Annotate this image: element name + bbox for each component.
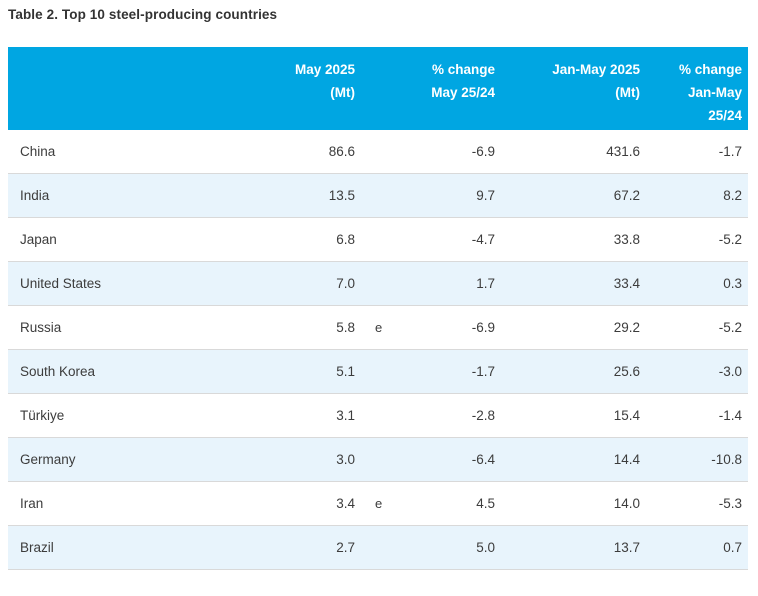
pct-change-jan-may-cell: 8.2	[723, 188, 742, 203]
table-row: India 13.5 9.7 67.2 8.2	[8, 174, 748, 218]
jan-may-2025-value-cell: 431.6	[606, 144, 640, 159]
col-header-pct-change-may: % change May 25/24	[431, 62, 495, 100]
table-row: Germany 3.0 -6.4 14.4 -10.8	[8, 438, 748, 482]
jan-may-2025-value-cell: 13.7	[613, 540, 640, 555]
pct-change-jan-may-cell: -10.8	[711, 452, 742, 467]
pct-change-may-cell: -6.9	[471, 144, 495, 159]
may-2025-value-cell: 86.6	[328, 144, 355, 159]
jan-may-2025-value-cell: 15.4	[613, 408, 640, 423]
pct-change-may-cell: 5.0	[476, 540, 495, 555]
pct-change-may-cell: -2.8	[471, 408, 495, 423]
pct-change-jan-may-cell: -3.0	[718, 364, 742, 379]
col-header-estimate-spacer	[355, 58, 395, 130]
country-cell: South Korea	[20, 364, 96, 379]
jan-may-2025-value-cell: 29.2	[613, 320, 640, 335]
may-2025-value-cell: 3.0	[336, 452, 355, 467]
table-row: United States 7.0 1.7 33.4 0.3	[8, 262, 748, 306]
jan-may-2025-value-cell: 14.4	[613, 452, 640, 467]
country-cell: India	[20, 188, 50, 203]
table-row: Japan 6.8 -4.7 33.8 -5.2	[8, 218, 748, 262]
pct-change-jan-may-cell: -1.4	[718, 408, 742, 423]
pct-change-jan-may-cell: -5.2	[718, 232, 742, 247]
may-2025-value-cell: 13.5	[328, 188, 355, 203]
jan-may-2025-value-cell: 25.6	[613, 364, 640, 379]
country-cell: Japan	[20, 232, 57, 247]
col-header-jan-may-2025: Jan-May 2025 (Mt)	[552, 62, 640, 100]
pct-change-may-cell: 4.5	[476, 496, 495, 511]
may-2025-value-cell: 7.0	[336, 276, 355, 291]
pct-change-may-cell: -1.7	[471, 364, 495, 379]
pct-change-jan-may-cell: 0.7	[723, 540, 742, 555]
pct-change-may-cell: -6.9	[471, 320, 495, 335]
may-2025-value-cell: 6.8	[336, 232, 355, 247]
country-cell: United States	[20, 276, 102, 291]
col-header-may-2025: May 2025 (Mt)	[294, 62, 355, 100]
pct-change-may-cell: 1.7	[476, 276, 495, 291]
table-row: Türkiye 3.1 -2.8 15.4 -1.4	[8, 394, 748, 438]
table-header-row: May 2025 (Mt) % change May 25/24 Jan-May…	[8, 47, 748, 130]
may-2025-value-cell: 2.7	[336, 540, 355, 555]
country-cell: Iran	[20, 496, 44, 511]
table-row: South Korea 5.1 -1.7 25.6 -3.0	[8, 350, 748, 394]
col-header-country	[8, 58, 248, 130]
table-row: Iran 3.4 e 4.5 14.0 -5.3	[8, 482, 748, 526]
table-body: China 86.6 -6.9 431.6 -1.7 India 13.5 9.…	[8, 130, 748, 570]
estimate-marker: e	[375, 320, 383, 335]
pct-change-jan-may-cell: 0.3	[723, 276, 742, 291]
country-cell: Russia	[20, 320, 62, 335]
table-row: Brazil 2.7 5.0 13.7 0.7	[8, 526, 748, 570]
pct-change-jan-may-cell: -5.3	[718, 496, 742, 511]
col-header-pct-change-jan-may: % change Jan-May 25/24	[678, 62, 742, 123]
country-cell: China	[20, 144, 56, 159]
pct-change-may-cell: -4.7	[471, 232, 495, 247]
jan-may-2025-value-cell: 14.0	[613, 496, 640, 511]
country-cell: Brazil	[20, 540, 54, 555]
steel-production-table: May 2025 (Mt) % change May 25/24 Jan-May…	[8, 47, 748, 570]
may-2025-value-cell: 3.4	[336, 496, 355, 511]
pct-change-may-cell: -6.4	[471, 452, 495, 467]
pct-change-jan-may-cell: -5.2	[718, 320, 742, 335]
pct-change-may-cell: 9.7	[476, 188, 495, 203]
pct-change-jan-may-cell: -1.7	[718, 144, 742, 159]
table-row: Russia 5.8 e -6.9 29.2 -5.2	[8, 306, 748, 350]
may-2025-value-cell: 3.1	[336, 408, 355, 423]
jan-may-2025-value-cell: 67.2	[613, 188, 640, 203]
table-title: Table 2. Top 10 steel-producing countrie…	[8, 7, 278, 22]
may-2025-value-cell: 5.1	[336, 364, 355, 379]
table-row: China 86.6 -6.9 431.6 -1.7	[8, 130, 748, 174]
jan-may-2025-value-cell: 33.4	[613, 276, 640, 291]
country-cell: Germany	[20, 452, 76, 467]
may-2025-value-cell: 5.8	[336, 320, 355, 335]
estimate-marker: e	[375, 496, 383, 511]
country-cell: Türkiye	[20, 408, 65, 423]
jan-may-2025-value-cell: 33.8	[613, 232, 640, 247]
